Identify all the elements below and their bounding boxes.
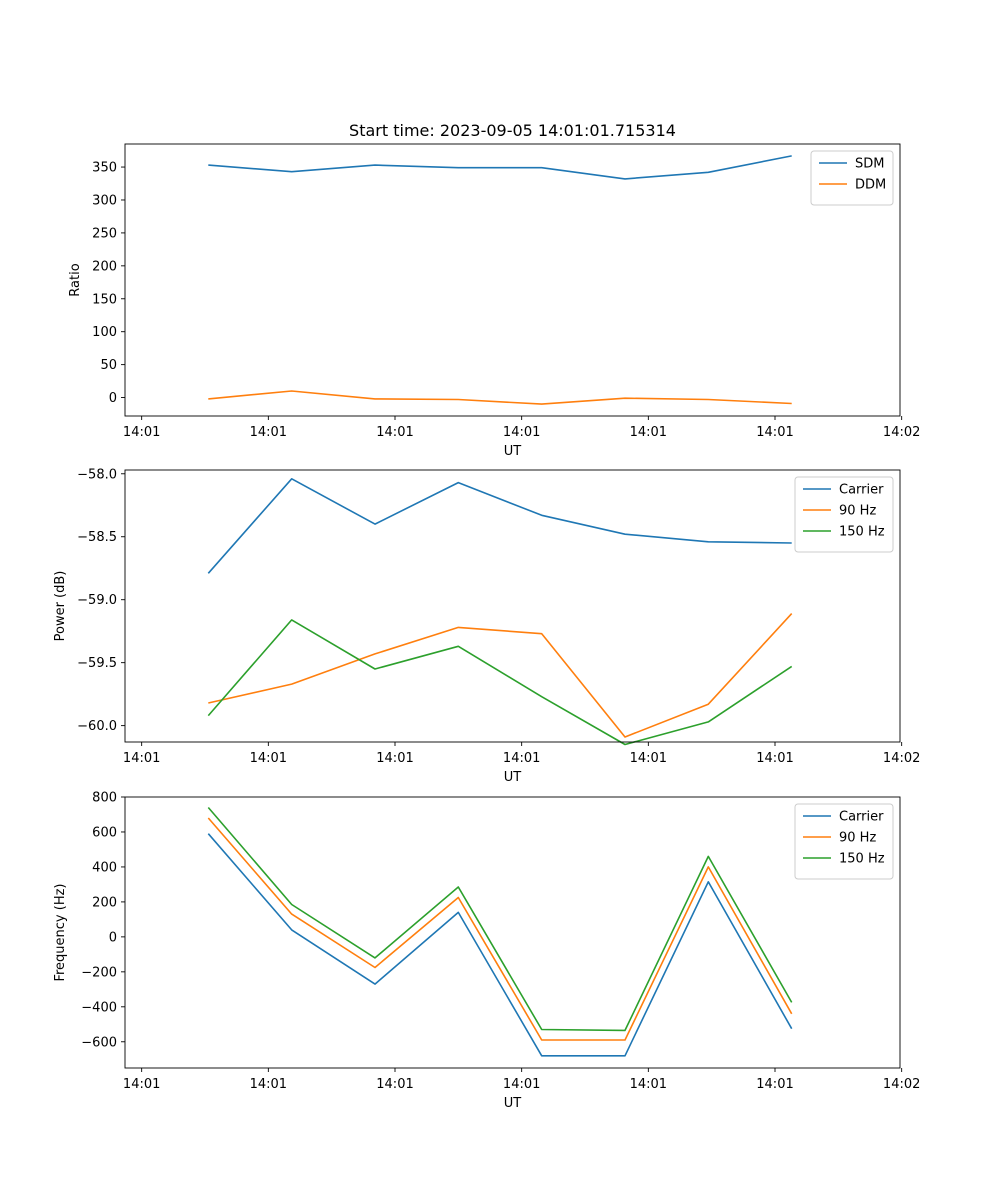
y-tick-label: −600 (81, 1035, 117, 1050)
y-tick-label: 150 (92, 292, 117, 307)
chart-title: Start time: 2023-09-05 14:01:01.715314 (349, 121, 676, 140)
legend-label-carrier: Carrier (839, 483, 884, 498)
x-tick-label: 14:01 (250, 1077, 287, 1092)
legend: SDM DDM (810, 150, 894, 206)
chart-panel-2: 14:01 14:01 14:01 14:01 14:01 14:01 14:02 −60.0… (53, 467, 920, 785)
series-line-150-hz (207, 619, 793, 746)
axes-frame (124, 796, 901, 1069)
y-tick-label: 50 (100, 358, 117, 373)
series-line-carrier (207, 833, 793, 1057)
legend-box (810, 150, 894, 206)
series-line-carrier (207, 477, 792, 574)
x-tick-label: 14:01 (503, 751, 540, 766)
series-line-sdm (208, 155, 792, 180)
x-axis-label: UT (504, 444, 522, 459)
x-tick-label: 14:01 (630, 751, 667, 766)
legend: Carrier 90 Hz 150 Hz (794, 803, 894, 880)
legend: Carrier 90 Hz 150 Hz (794, 476, 894, 553)
y-tick-label: −60.0 (77, 719, 117, 734)
y-tick-label: −59.5 (77, 656, 117, 671)
y-tick-label: 100 (92, 325, 117, 340)
y-tick-label: 300 (92, 193, 117, 208)
y-tick-label: −59.0 (77, 593, 117, 608)
series-line-ddm (208, 390, 792, 405)
y-tick-label: 350 (92, 161, 117, 176)
legend-label-carrier: Carrier (839, 810, 884, 825)
legend-label-90-hz: 90 Hz (839, 504, 876, 519)
panels: Start time: 2023-09-05 14:01:01.715314 14… (53, 121, 920, 1111)
x-tick-label: 14:01 (123, 1077, 160, 1092)
series-line-90-hz (208, 613, 793, 738)
x-tick-label: 14:01 (250, 751, 287, 766)
y-tick-label: 250 (92, 226, 117, 241)
x-tick-label: 14:01 (376, 751, 413, 766)
legend-label-ddm: DDM (855, 178, 886, 193)
x-tick-label: 14:01 (123, 751, 160, 766)
legend-label-150-hz: 150 Hz (839, 525, 885, 540)
x-tick-label: 14:02 (883, 1077, 920, 1092)
x-tick-label: 14:01 (376, 1077, 413, 1092)
legend-label-90-hz: 90 Hz (839, 831, 876, 846)
y-tick-label: 800 (92, 791, 117, 806)
y-axis-label: Power (dB) (53, 571, 68, 642)
y-tick-label: 200 (92, 259, 117, 274)
y-axis-label: Ratio (68, 263, 83, 296)
y-tick-label: −58.0 (77, 467, 117, 482)
x-tick-label: 14:01 (756, 425, 793, 440)
y-axis-label: Frequency (Hz) (53, 883, 68, 981)
y-tick-label: 600 (92, 825, 117, 840)
legend-box (794, 476, 894, 553)
x-axis-label: UT (504, 1096, 522, 1111)
y-tick-label: 0 (109, 391, 117, 406)
series-line-90-hz (207, 817, 793, 1041)
legend-label-150-hz: 150 Hz (839, 852, 885, 867)
y-tick-label: 200 (92, 895, 117, 910)
y-tick-label: −58.5 (77, 530, 117, 545)
x-axis-label: UT (504, 770, 522, 785)
x-tick-label: 14:01 (503, 425, 540, 440)
axes-frame (124, 469, 901, 743)
x-tick-label: 14:02 (883, 425, 920, 440)
chart-panel-1: Start time: 2023-09-05 14:01:01.715314 14… (68, 121, 920, 459)
legend-label-sdm: SDM (855, 157, 884, 172)
x-tick-label: 14:01 (630, 425, 667, 440)
x-tick-label: 14:01 (630, 1077, 667, 1092)
x-tick-label: 14:01 (756, 1077, 793, 1092)
y-tick-label: 400 (92, 860, 117, 875)
y-tick-label: −200 (81, 965, 117, 980)
x-tick-label: 14:01 (376, 425, 413, 440)
axes-frame (124, 143, 901, 417)
x-tick-label: 14:02 (883, 751, 920, 766)
x-tick-label: 14:01 (756, 751, 793, 766)
legend-box (794, 803, 894, 880)
y-tick-label: 0 (109, 930, 117, 945)
x-tick-label: 14:01 (250, 425, 287, 440)
series-line-150-hz (207, 806, 793, 1032)
x-tick-label: 14:01 (503, 1077, 540, 1092)
chart-panel-3: 14:01 14:01 14:01 14:01 14:01 14:01 14:02 −600 −… (53, 791, 920, 1112)
y-tick-label: −400 (81, 1000, 117, 1015)
x-tick-label: 14:01 (123, 425, 160, 440)
